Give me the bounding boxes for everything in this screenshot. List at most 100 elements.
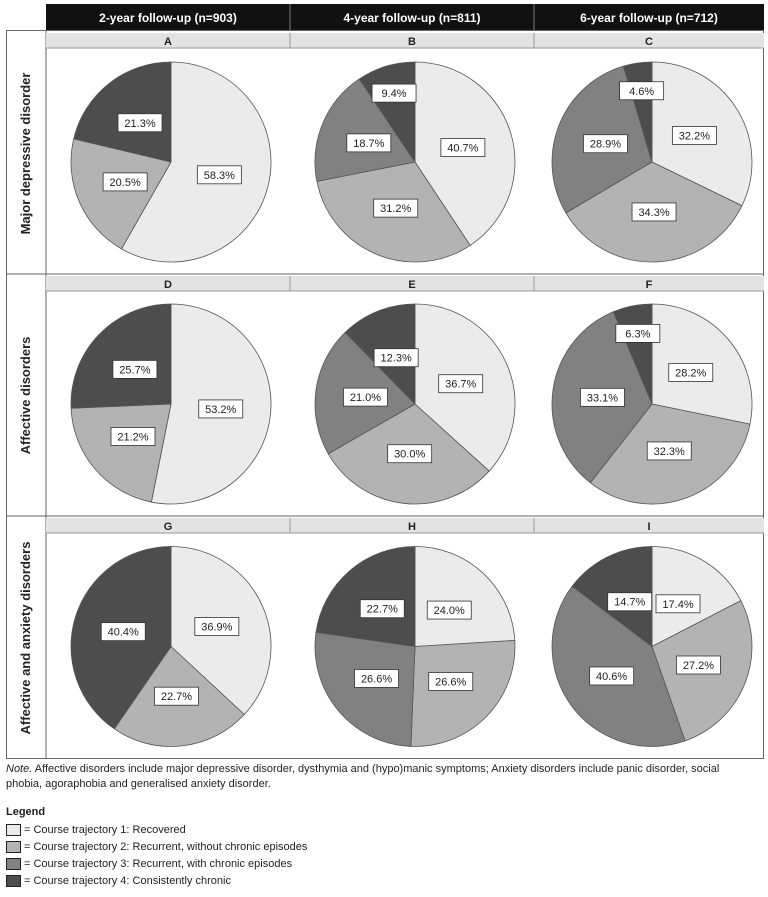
data-label-H-4: 22.7% xyxy=(367,604,398,616)
data-label-box-G-4 xyxy=(100,622,146,642)
data-label-I-2: 27.2% xyxy=(683,660,714,672)
pie-slice-B-3 xyxy=(314,78,416,182)
pie-slice-H-2 xyxy=(410,639,516,747)
legend-title: Legend xyxy=(6,806,46,818)
data-label-box-B-1 xyxy=(440,138,486,157)
legend-label-2: = Course trajectory 2: Recurrent, withou… xyxy=(24,840,308,853)
panel-letter-I: I xyxy=(647,521,650,533)
legend: Legend = Course trajectory 1: Recovered … xyxy=(6,806,307,889)
data-label-box-D-1 xyxy=(198,399,244,419)
panel-letter-C: C xyxy=(645,36,653,48)
data-label-A-4: 21.3% xyxy=(124,118,155,130)
data-label-C-3: 28.9% xyxy=(590,139,621,151)
note-prefix: Note. xyxy=(6,763,33,775)
grid-frame xyxy=(6,30,764,759)
data-label-box-G-2 xyxy=(154,686,199,706)
pie-slice-A-1 xyxy=(120,61,272,263)
row-label-2: Affective disorders xyxy=(18,337,33,455)
data-label-box-F-2 xyxy=(646,441,692,461)
data-label-A-1: 58.3% xyxy=(204,170,235,182)
panel-letter-B: B xyxy=(408,36,416,48)
data-label-B-2: 31.2% xyxy=(380,203,411,215)
column-header-3: 6-year follow-up (n=712) xyxy=(580,11,718,25)
data-label-I-4: 14.7% xyxy=(614,597,645,609)
legend-swatch-3 xyxy=(6,857,21,870)
data-label-F-4: 6.3% xyxy=(625,328,650,340)
data-label-box-C-4 xyxy=(619,81,665,101)
data-label-box-H-2 xyxy=(428,672,474,691)
data-label-box-H-3 xyxy=(354,669,399,688)
data-label-box-F-3 xyxy=(580,387,625,407)
data-label-H-1: 24.0% xyxy=(434,605,465,617)
pie-slice-A-2 xyxy=(70,138,172,250)
data-label-C-1: 32.2% xyxy=(679,130,710,142)
data-label-box-E-1 xyxy=(438,374,484,394)
note-text: Affective disorders include major depres… xyxy=(6,763,720,790)
data-label-D-4: 25.7% xyxy=(119,364,150,376)
data-label-G-2: 22.7% xyxy=(161,691,192,703)
data-label-box-G-1 xyxy=(194,617,240,636)
data-label-box-F-4 xyxy=(615,324,661,343)
data-label-E-4: 12.3% xyxy=(381,353,412,365)
data-label-box-E-2 xyxy=(387,444,433,464)
row-label-3: Affective and anxiety disorders xyxy=(18,542,33,735)
data-label-B-3: 18.7% xyxy=(353,138,384,150)
data-label-box-C-1 xyxy=(671,126,717,145)
data-label-E-2: 30.0% xyxy=(394,449,425,461)
data-label-B-1: 40.7% xyxy=(447,143,478,155)
legend-swatch-2 xyxy=(6,840,21,853)
data-label-H-2: 26.6% xyxy=(435,676,466,688)
data-label-I-1: 17.4% xyxy=(662,599,693,611)
data-label-box-I-1 xyxy=(655,594,701,614)
data-label-E-1: 36.7% xyxy=(445,379,476,391)
data-label-box-A-4 xyxy=(117,113,163,133)
data-label-box-E-4 xyxy=(373,348,419,368)
figure-note: Note. Affective disorders include major … xyxy=(6,762,758,792)
data-label-C-4: 4.6% xyxy=(629,86,654,98)
data-label-box-I-3 xyxy=(589,666,635,686)
legend-item-recovered: = Course trajectory 1: Recovered xyxy=(6,821,307,838)
legend-label-3: = Course trajectory 3: Recurrent, with c… xyxy=(24,857,293,870)
pie-slice-H-3 xyxy=(314,631,416,747)
panel-letter-band xyxy=(46,518,764,533)
legend-swatch-1 xyxy=(6,823,21,836)
panel-letter-F: F xyxy=(646,279,653,291)
header-bar xyxy=(46,4,764,30)
data-label-G-4: 40.4% xyxy=(108,627,139,639)
legend-label-1: = Course trajectory 1: Recovered xyxy=(24,823,186,836)
data-label-box-D-2 xyxy=(110,427,156,446)
data-label-box-B-4 xyxy=(371,83,417,103)
data-label-box-E-3 xyxy=(343,387,388,407)
panel-letter-band xyxy=(46,33,764,48)
legend-swatch-4 xyxy=(6,874,21,887)
data-label-F-1: 28.2% xyxy=(675,367,706,379)
panel-letter-G: G xyxy=(164,521,173,533)
data-label-box-B-3 xyxy=(346,133,392,153)
data-label-box-I-2 xyxy=(676,655,721,675)
data-label-C-2: 34.3% xyxy=(638,207,669,219)
panel-letter-A: A xyxy=(164,36,172,48)
pie-slice-A-4 xyxy=(73,61,172,163)
data-label-F-3: 33.1% xyxy=(587,392,618,404)
row-label-1: Major depressive disorder xyxy=(18,73,33,235)
data-label-box-H-1 xyxy=(426,600,472,620)
data-label-box-C-2 xyxy=(631,202,677,222)
data-label-box-C-3 xyxy=(583,134,628,154)
data-label-A-2: 20.5% xyxy=(110,177,141,189)
legend-item-recurrent-chronic: = Course trajectory 3: Recurrent, with c… xyxy=(6,855,307,872)
data-label-G-1: 36.9% xyxy=(201,621,232,633)
pie-slice-I-3 xyxy=(551,585,686,747)
legend-item-recurrent-no-chronic: = Course trajectory 2: Recurrent, withou… xyxy=(6,838,307,855)
data-label-B-4: 9.4% xyxy=(382,88,407,100)
data-label-H-3: 26.6% xyxy=(361,673,392,685)
column-header-2: 4-year follow-up (n=811) xyxy=(343,11,480,25)
data-label-D-1: 53.2% xyxy=(205,404,236,416)
data-label-box-A-1 xyxy=(196,165,242,185)
pie-slice-D-4 xyxy=(70,303,172,409)
data-label-box-A-2 xyxy=(102,172,148,192)
data-label-box-I-4 xyxy=(607,592,653,612)
panel-letter-D: D xyxy=(164,279,172,291)
panel-letter-H: H xyxy=(408,521,416,533)
panel-letter-band xyxy=(46,276,764,291)
data-label-D-2: 21.2% xyxy=(117,432,148,444)
